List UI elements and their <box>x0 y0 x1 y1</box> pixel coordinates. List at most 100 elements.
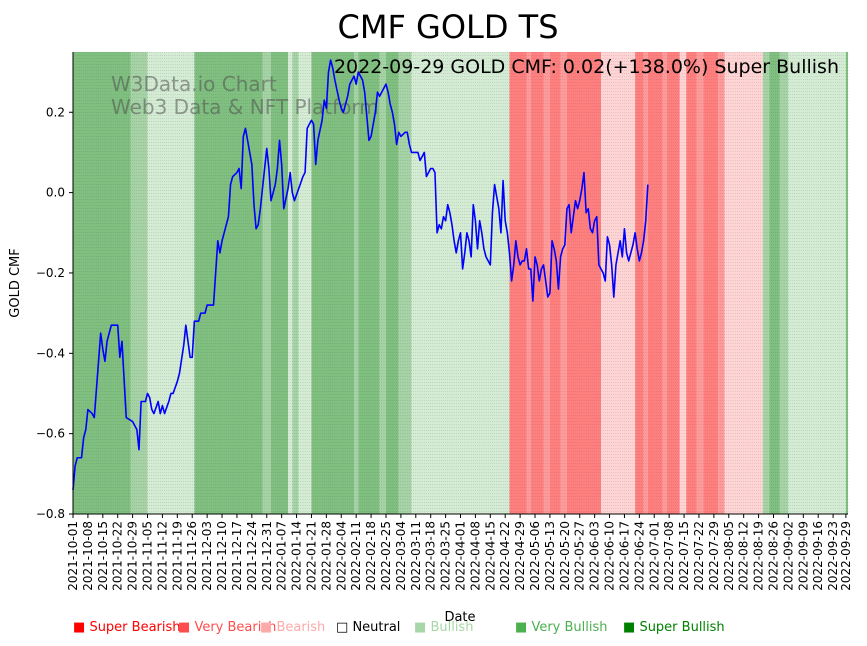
state-band <box>73 52 131 514</box>
state-band <box>703 52 719 514</box>
x-tick-label: 2022-07-08 <box>662 521 676 591</box>
x-tick-label: 2021-11-19 <box>170 521 184 591</box>
x-tick-label: 2022-09-16 <box>811 521 825 591</box>
x-tick-label: 2022-04-15 <box>483 521 497 591</box>
x-tick-label: 2021-10-01 <box>66 521 80 591</box>
x-axis-label: Date <box>444 610 475 625</box>
state-band <box>679 52 687 514</box>
cmf-line <box>72 59 649 490</box>
x-tick-label: 2021-12-17 <box>230 521 244 591</box>
legend-neutral: □ Neutral <box>336 620 400 635</box>
x-tick-label: 2022-07-01 <box>647 521 661 591</box>
state-band <box>769 52 780 514</box>
state-band <box>566 52 602 514</box>
y-tick-label: −0.2 <box>36 266 65 280</box>
x-tick-label: 2022-03-18 <box>424 521 438 591</box>
x-tick-label: 2022-02-18 <box>364 521 378 591</box>
watermark-line-1: W3Data.io Chart <box>111 72 277 96</box>
x-tick-label: 2021-11-26 <box>185 521 199 591</box>
state-band <box>686 52 697 514</box>
state-band <box>788 52 846 514</box>
x-tick-label: 2021-10-08 <box>81 521 95 591</box>
x-tick-label: 2022-08-26 <box>766 521 780 591</box>
x-tick-label: 2021-12-03 <box>200 521 214 591</box>
state-band <box>526 52 531 514</box>
legend-label: Super Bullish <box>639 620 725 635</box>
x-tick-label: 2022-09-29 <box>839 521 853 591</box>
x-tick-label: 2022-06-03 <box>588 521 602 591</box>
x-tick-label: 2022-04-08 <box>468 521 482 591</box>
x-tick-label: 2022-01-21 <box>304 521 318 591</box>
legend-square-icon: ■ <box>515 620 528 635</box>
state-band <box>398 52 412 514</box>
state-band <box>635 52 644 514</box>
y-tick-label: −0.4 <box>36 346 65 360</box>
x-tick-label: 2022-08-12 <box>737 521 751 591</box>
state-band <box>354 52 359 514</box>
x-tick-label: 2022-07-22 <box>692 521 706 591</box>
x-tick-label: 2022-06-10 <box>603 521 617 591</box>
state-band <box>530 52 544 514</box>
legend-square-icon: □ <box>336 620 349 635</box>
watermark-line-2: Web3 Data & NFT Platform <box>111 95 379 119</box>
legend-label: Very Bullish <box>531 620 608 635</box>
state-bands <box>73 52 848 514</box>
x-tick-label: 2022-05-13 <box>543 521 557 591</box>
state-band <box>845 52 848 514</box>
state-band <box>549 52 561 514</box>
state-band <box>696 52 704 514</box>
x-tick-label: 2021-11-12 <box>155 521 169 591</box>
legend-square-icon: ■ <box>73 620 86 635</box>
legend-label: Bullish <box>430 620 474 635</box>
legend-square-icon: ■ <box>260 620 273 635</box>
state-band <box>379 52 386 514</box>
legend-bearish: ■ Bearish <box>260 620 325 635</box>
x-tick-label: 2022-03-04 <box>394 521 408 591</box>
state-band <box>643 52 648 514</box>
chart-title: CMF GOLD TS <box>337 8 558 46</box>
state-band <box>271 52 289 514</box>
state-band <box>509 52 527 514</box>
x-tick-label: 2021-11-05 <box>141 521 155 591</box>
state-band <box>288 52 293 514</box>
state-band <box>601 52 636 514</box>
x-tick-label: 2022-06-24 <box>632 521 646 591</box>
x-tick-label: 2022-08-19 <box>752 521 766 591</box>
legend-very-bearish: ■ Very Bearish <box>178 620 276 635</box>
state-band <box>147 52 195 514</box>
x-tick-label: 2021-10-15 <box>96 521 110 591</box>
legend-super-bullish: ■ Super Bullish <box>623 620 725 635</box>
x-tick-label: 2022-03-11 <box>409 521 423 591</box>
x-tick-label: 2022-07-15 <box>677 521 691 591</box>
legend-label: Very Bearish <box>194 620 277 635</box>
x-tick-label: 2022-01-14 <box>290 521 304 591</box>
y-tick-label: 0.0 <box>46 186 65 200</box>
state-band <box>130 52 148 514</box>
state-band <box>779 52 789 514</box>
x-tick-label: 2022-06-17 <box>617 521 631 591</box>
y-tick-label: 0.2 <box>46 105 65 119</box>
x-tick-label: 2022-09-23 <box>826 521 840 591</box>
state-band <box>667 52 680 514</box>
status-annotation: 2022-09-29 GOLD CMF: 0.02(+138.0%) Super… <box>334 56 839 78</box>
x-tick-label: 2022-09-02 <box>781 521 795 591</box>
x-tick-label: 2022-02-04 <box>334 521 348 591</box>
state-band <box>358 52 380 514</box>
state-band <box>311 52 355 514</box>
x-tick-label: 2021-10-29 <box>126 521 140 591</box>
x-tick-label: 2022-09-09 <box>796 521 810 591</box>
y-tick-label: −0.6 <box>36 427 65 441</box>
legend-square-icon: ■ <box>414 620 427 635</box>
state-band <box>647 52 663 514</box>
x-tick-label: 2022-03-25 <box>439 521 453 591</box>
x-tick-label: 2022-01-07 <box>275 521 289 591</box>
state-band <box>411 52 510 514</box>
x-tick-label: 2021-12-31 <box>260 521 274 591</box>
x-tick-label: 2022-05-20 <box>558 521 572 591</box>
state-band <box>194 52 263 514</box>
x-tick-label: 2022-04-22 <box>498 521 512 591</box>
state-band <box>724 52 763 514</box>
x-tick-label: 2022-04-29 <box>513 521 527 591</box>
state-band <box>298 52 312 514</box>
x-tick-label: 2022-01-28 <box>319 521 333 591</box>
